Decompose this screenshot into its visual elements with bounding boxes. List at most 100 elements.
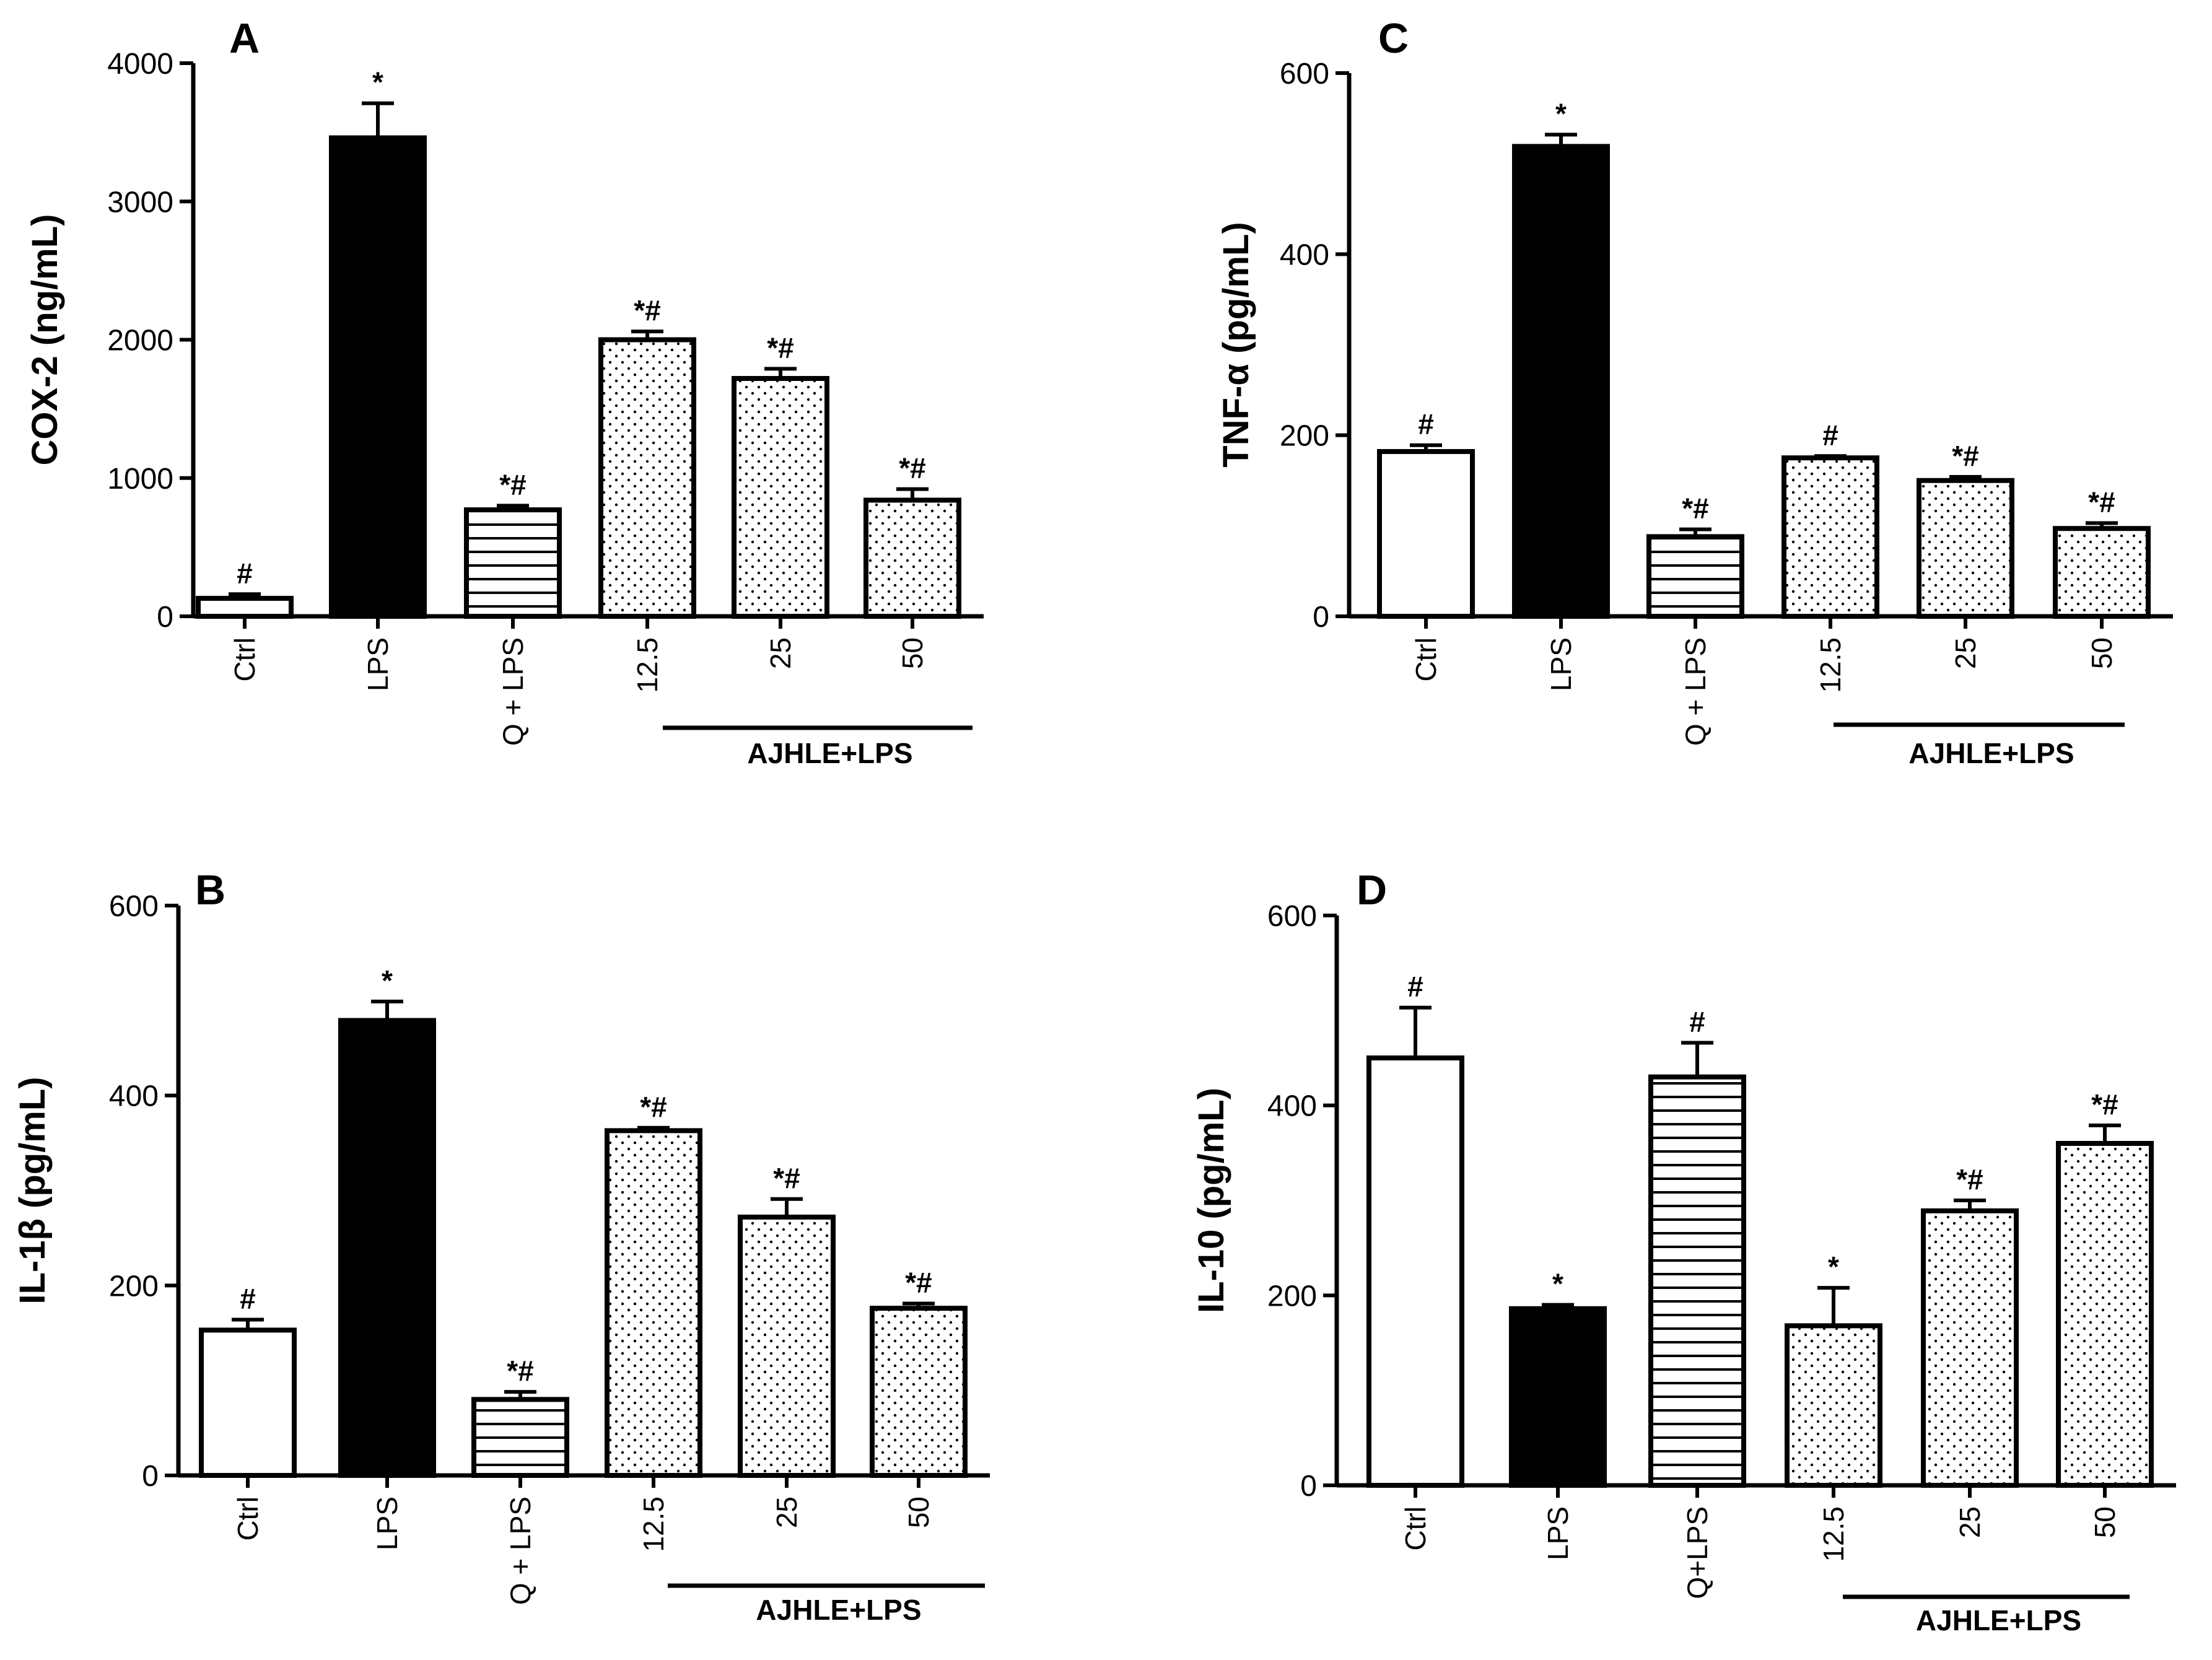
x-category-label: Q+LPS xyxy=(1681,1506,1713,1599)
bar xyxy=(1366,1055,1464,1488)
bar xyxy=(1648,1074,1746,1488)
bar xyxy=(338,1018,436,1478)
bar xyxy=(863,497,961,619)
significance-mark: *# xyxy=(899,452,925,484)
x-category-label: Q + LPS xyxy=(497,637,529,746)
panel-c-tnf-alpha-chart: 0 200 400 600 TNF-α (pg/mL) C # Ctrl * LPS *# Q + L… xyxy=(1216,15,2173,769)
bar xyxy=(1785,1323,1882,1488)
panel-letter: B xyxy=(195,867,225,914)
significance-mark: *# xyxy=(767,331,793,364)
y-tick-label: 3000 xyxy=(107,186,173,219)
bar xyxy=(199,1327,297,1478)
significance-mark: *# xyxy=(499,468,526,500)
significance-mark: # xyxy=(1822,419,1838,451)
significance-mark: *# xyxy=(1952,440,1978,472)
bar xyxy=(738,1214,836,1479)
bar xyxy=(870,1306,968,1478)
y-tick-label: 0 xyxy=(142,1460,159,1493)
y-tick-label: 4000 xyxy=(107,48,173,81)
bar xyxy=(2056,1141,2154,1488)
y-tick-label: 600 xyxy=(109,890,159,923)
x-category-label: 12.5 xyxy=(637,1496,670,1552)
x-category-label: LPS xyxy=(1542,1506,1574,1560)
bar xyxy=(1781,455,1879,619)
significance-mark: *# xyxy=(905,1266,932,1298)
y-tick-label: 2000 xyxy=(107,325,173,357)
significance-mark: *# xyxy=(634,294,660,326)
significance-mark: * xyxy=(1828,1251,1839,1283)
significance-mark: # xyxy=(1407,971,1423,1003)
y-tick-label: 400 xyxy=(1280,238,1329,271)
y-tick-label: 200 xyxy=(109,1270,159,1303)
x-category-label: Ctrl xyxy=(1410,637,1442,682)
bar xyxy=(196,595,294,619)
x-category-label: LPS xyxy=(1545,637,1577,691)
bar xyxy=(329,135,427,619)
bar xyxy=(464,507,562,619)
x-category-label: 12.5 xyxy=(1814,637,1847,693)
significance-mark: *# xyxy=(640,1091,667,1123)
significance-mark: *# xyxy=(2088,486,2115,518)
bar xyxy=(1917,478,2014,619)
x-category-label: 12.5 xyxy=(1817,1506,1850,1562)
significance-mark: * xyxy=(1552,1268,1563,1300)
group-label: AJHLE+LPS xyxy=(756,1594,921,1626)
bar xyxy=(471,1397,569,1478)
significance-mark: # xyxy=(237,557,253,589)
x-category-label: 25 xyxy=(1949,637,1982,669)
panel-letter: A xyxy=(229,15,260,62)
bar xyxy=(2053,526,2151,619)
x-category-label: Ctrl xyxy=(232,1496,264,1541)
panel-letter: D xyxy=(1357,867,1387,914)
x-category-label: Ctrl xyxy=(229,637,261,682)
y-tick-label: 600 xyxy=(1280,58,1329,90)
x-category-label: 50 xyxy=(2086,637,2118,669)
significance-mark: # xyxy=(1418,408,1434,440)
panel-d-il10-chart: 0 200 400 600 IL-10 (pg/mL) D # Ctrl * LPS # Q+LPS *… xyxy=(1191,867,2176,1636)
significance-mark: *# xyxy=(1956,1163,1983,1195)
x-category-label: 25 xyxy=(764,637,797,669)
significance-mark: # xyxy=(1689,1005,1705,1038)
x-category-label: 50 xyxy=(896,637,929,669)
y-tick-label: 0 xyxy=(157,601,173,634)
x-category-label: 50 xyxy=(2089,1506,2121,1538)
x-category-label: Q + LPS xyxy=(1679,637,1711,746)
x-category-label: 25 xyxy=(1954,1506,1986,1538)
significance-mark: *# xyxy=(1682,492,1708,525)
group-label: AJHLE+LPS xyxy=(1908,737,2074,769)
bar xyxy=(1377,448,1475,619)
significance-mark: *# xyxy=(2091,1088,2118,1120)
y-tick-label: 600 xyxy=(1267,900,1317,933)
x-category-label: Q + LPS xyxy=(504,1496,536,1605)
bar xyxy=(598,337,696,619)
y-tick-label: 0 xyxy=(1313,601,1329,634)
significance-mark: *# xyxy=(773,1162,800,1194)
y-axis-title: IL-1β (pg/mL) xyxy=(12,1077,53,1304)
y-tick-label: 200 xyxy=(1267,1280,1317,1313)
significance-mark: * xyxy=(382,964,393,997)
y-tick-label: 200 xyxy=(1280,420,1329,453)
panel-a-cox2-chart: 0 1000 2000 3000 4000 COX-2 (ng/mL) A # Ctrl * LPS… xyxy=(25,15,984,769)
x-category-label: LPS xyxy=(371,1496,403,1550)
bar xyxy=(1509,1306,1607,1488)
x-category-label: 50 xyxy=(903,1496,935,1528)
panel-letter: C xyxy=(1378,15,1409,62)
bar xyxy=(1512,144,1610,619)
bar xyxy=(1921,1208,2019,1488)
x-category-label: LPS xyxy=(362,637,394,691)
significance-mark: * xyxy=(372,66,383,98)
bar xyxy=(732,376,829,619)
y-tick-label: 0 xyxy=(1300,1470,1317,1503)
group-label: AJHLE+LPS xyxy=(747,737,912,769)
x-category-label: Ctrl xyxy=(1399,1506,1432,1551)
bar xyxy=(605,1128,702,1478)
panel-b-il1-beta-chart: 0 200 400 600 IL-1β (pg/mL) B # Ctrl * LPS *# Q + L… xyxy=(12,867,990,1626)
y-axis-title: TNF-α (pg/mL) xyxy=(1216,222,1256,467)
y-axis-title: IL-10 (pg/mL) xyxy=(1191,1088,1231,1313)
x-category-label: 25 xyxy=(771,1496,803,1528)
group-label: AJHLE+LPS xyxy=(1916,1604,2081,1636)
y-axis-title: COX-2 (ng/mL) xyxy=(25,214,65,466)
bar xyxy=(1646,534,1744,619)
significance-mark: # xyxy=(240,1283,256,1315)
